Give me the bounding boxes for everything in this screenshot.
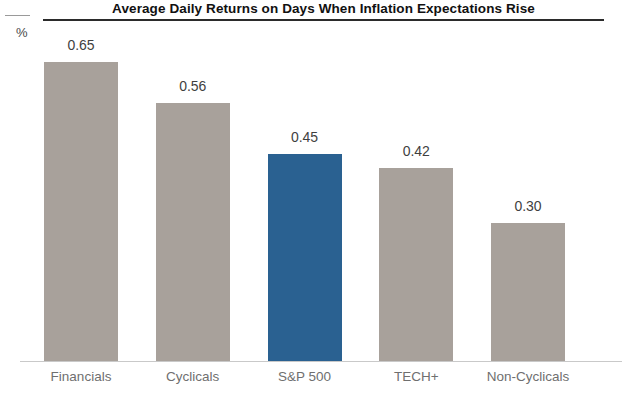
bar-chart: 0.65 Financials 0.56 Cyclicals 0.45 S&P 500 0.… bbox=[0, 0, 640, 400]
x-axis-category-label-tech: TECH+ bbox=[360, 369, 472, 384]
bar-value-label-financials: 0.65 bbox=[41, 37, 121, 53]
x-axis-category-label-s-p-500: S&P 500 bbox=[249, 369, 361, 384]
x-axis-category-label-financials: Financials bbox=[25, 369, 137, 384]
chart-page: % Average Daily Returns on Days When Inf… bbox=[0, 0, 640, 400]
bar-value-label-s-p-500: 0.45 bbox=[265, 129, 345, 145]
bar-tech bbox=[379, 168, 453, 362]
x-axis-category-label-cyclicals: Cyclicals bbox=[137, 369, 249, 384]
x-axis-line bbox=[20, 361, 622, 362]
bar-value-label-tech: 0.42 bbox=[376, 143, 456, 159]
bar-value-label-cyclicals: 0.56 bbox=[153, 78, 233, 94]
bar-non-cyclicals bbox=[491, 223, 565, 362]
bar-cyclicals bbox=[156, 103, 230, 362]
bar-value-label-non-cyclicals: 0.30 bbox=[488, 198, 568, 214]
bar-financials bbox=[44, 62, 118, 362]
x-axis-category-label-non-cyclicals: Non-Cyclicals bbox=[472, 369, 584, 384]
bar-s-p-500 bbox=[268, 154, 342, 362]
